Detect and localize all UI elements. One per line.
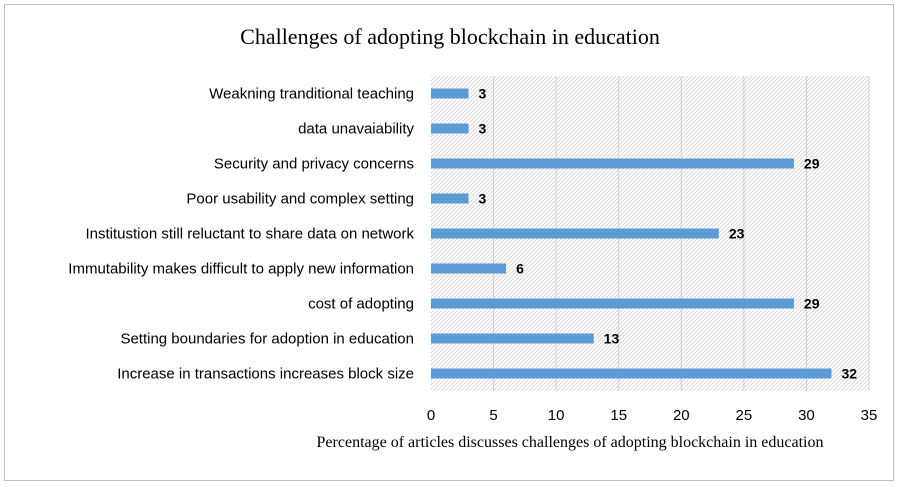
bar: [431, 298, 794, 309]
value-label: 29: [804, 296, 820, 312]
value-label: 3: [479, 86, 487, 102]
category-label: Institustion still reluctant to share da…: [85, 226, 414, 243]
category-label: Setting boundaries for adoption in educa…: [120, 331, 414, 348]
bars: [431, 88, 832, 379]
x-tick-label: 20: [673, 407, 690, 424]
category-label: Immutability makes difficult to apply ne…: [68, 261, 414, 278]
value-label: 6: [516, 261, 524, 277]
value-label: 13: [604, 331, 620, 347]
bar: [431, 88, 469, 99]
category-label: Poor usability and complex setting: [186, 191, 414, 208]
value-label: 3: [479, 191, 487, 207]
bar: [431, 158, 794, 169]
x-tick-label: 10: [548, 407, 565, 424]
bar: [431, 333, 594, 344]
chart-title: Challenges of adopting blockchain in edu…: [240, 24, 660, 49]
x-axis-ticks: 0 5 10 15 20 25 30 35: [427, 407, 878, 424]
x-tick-label: 15: [610, 407, 627, 424]
category-label: cost of adopting: [308, 296, 414, 313]
category-label: Weakning tranditional teaching: [209, 86, 414, 103]
bar: [431, 193, 469, 204]
bar: [431, 228, 719, 239]
category-label: Security and privacy concerns: [214, 156, 414, 173]
category-labels: Weakning tranditional teaching data unava…: [68, 86, 414, 383]
category-label: Increase in transactions increases block…: [117, 366, 414, 383]
x-tick-label: 0: [427, 407, 435, 424]
value-label: 23: [729, 226, 745, 242]
x-tick-label: 35: [861, 407, 878, 424]
value-labels: 3 3 29 3 23 6 29 13 32: [479, 86, 858, 382]
value-label: 3: [479, 121, 487, 137]
x-tick-label: 30: [798, 407, 815, 424]
x-tick-label: 25: [736, 407, 753, 424]
bar: [431, 123, 469, 134]
x-tick-label: 5: [489, 407, 497, 424]
category-label: data unavaiability: [298, 121, 414, 138]
bar: [431, 263, 507, 274]
x-axis-label: Percentage of articles discusses challen…: [317, 434, 824, 451]
bar: [431, 368, 832, 379]
value-label: 29: [804, 156, 820, 172]
value-label: 32: [841, 366, 857, 382]
